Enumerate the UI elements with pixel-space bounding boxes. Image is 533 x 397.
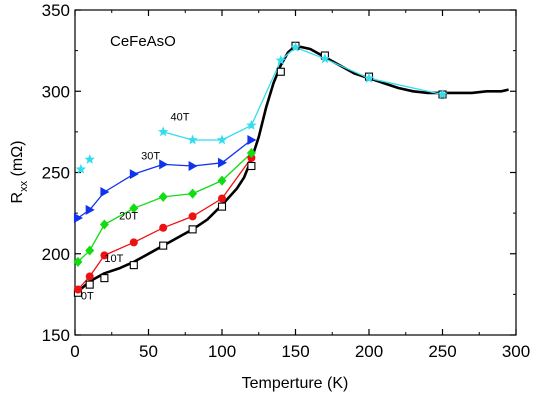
- x-tick-label: 250: [428, 342, 456, 361]
- series-markers: [73, 41, 448, 297]
- data-point-0T: [276, 67, 285, 76]
- data-point-20T: [158, 191, 168, 202]
- data-point-40T: [216, 134, 228, 145]
- data-point-20T: [217, 175, 227, 186]
- data-point-20T: [188, 188, 198, 199]
- data-point-20T: [99, 219, 109, 230]
- y-tick-label: 300: [42, 82, 70, 101]
- field-label-30T: 30T: [141, 151, 160, 163]
- y-tick-label: 350: [42, 1, 70, 20]
- x-tick-label: 50: [139, 342, 158, 361]
- data-point-10T: [85, 272, 94, 281]
- data-point-10T: [188, 212, 197, 221]
- data-point-10T: [100, 251, 109, 260]
- data-point-0T: [188, 225, 197, 234]
- x-tick-label: 150: [281, 342, 309, 361]
- data-point-40T: [187, 134, 198, 145]
- y-axis-subscript: xx: [18, 180, 30, 192]
- x-tick-label: 200: [355, 342, 383, 361]
- data-point-30T: [73, 213, 83, 223]
- series-line-0T: [77, 44, 509, 293]
- y-axis-unit: (mΩ): [9, 141, 26, 181]
- data-point-30T: [100, 187, 110, 197]
- data-point-40T: [363, 72, 375, 83]
- data-point-40T: [319, 53, 331, 64]
- data-point-40T: [290, 41, 301, 52]
- data-point-0T: [129, 261, 138, 270]
- data-point-extra-5: [75, 163, 87, 174]
- y-tick-label: 200: [42, 245, 70, 264]
- data-point-30T: [159, 159, 169, 170]
- field-label-20T: 20T: [119, 211, 138, 223]
- data-point-30T: [218, 157, 227, 168]
- field-label-0T: 0T: [81, 290, 94, 302]
- series-line-20T: [77, 152, 252, 263]
- x-tick-label: 0: [70, 342, 79, 361]
- data-point-10T: [218, 194, 226, 203]
- sample-annotation: CeFeAsO: [110, 33, 176, 50]
- data-point-20T: [129, 203, 139, 214]
- data-point-0T: [217, 202, 227, 211]
- plot-area: 0 50 100 150 200 250 300 150 200 250 300 350 0T 10T 2…: [42, 1, 531, 361]
- data-point-20T: [246, 148, 256, 158]
- x-tick-label: 300: [502, 342, 530, 361]
- field-labels: 0T 10T 20T 30T 40T: [81, 112, 190, 303]
- y-tick-label: 150: [42, 326, 70, 345]
- data-point-30T: [188, 161, 198, 171]
- data-point-10T: [129, 238, 138, 247]
- x-tick-label: 100: [208, 342, 236, 361]
- data-point-0T: [159, 241, 168, 250]
- field-label-10T: 10T: [104, 253, 123, 265]
- y-axis-title: Rxx (mΩ): [9, 141, 30, 204]
- data-point-10T: [73, 285, 82, 294]
- data-point-20T: [85, 245, 95, 256]
- data-point-40T: [437, 89, 448, 99]
- data-point-30T: [247, 135, 257, 145]
- plot-frame: [74, 9, 517, 336]
- y-axis-symbol: R: [9, 192, 26, 204]
- data-point-30T: [129, 169, 139, 180]
- series-line-40T: [163, 46, 443, 141]
- axis-ticks: 0 50 100 150 200 250 300 150 200 250 300 350: [42, 1, 531, 361]
- series-lines: [77, 44, 509, 293]
- data-point-0T: [100, 274, 109, 283]
- data-point-40T: [275, 54, 286, 65]
- x-axis-title: Temperture (K): [242, 375, 349, 392]
- data-point-20T: [73, 256, 83, 267]
- data-point-0T: [85, 280, 94, 289]
- data-point-10T: [159, 223, 168, 232]
- data-point-0T: [247, 161, 256, 171]
- data-point-40T: [158, 126, 169, 137]
- data-point-extra-5: [84, 154, 95, 164]
- data-point-30T: [85, 204, 95, 215]
- y-tick-label: 250: [42, 164, 70, 183]
- data-point-40T: [246, 119, 257, 130]
- field-label-40T: 40T: [171, 112, 190, 124]
- series-line-30T: [77, 139, 252, 219]
- series-line-10T: [77, 157, 252, 290]
